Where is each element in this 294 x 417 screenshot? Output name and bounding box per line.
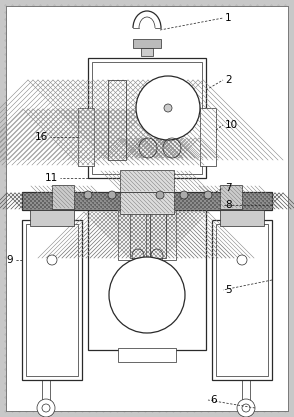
- Bar: [52, 185, 74, 209]
- Bar: [92, 62, 202, 174]
- Bar: [23, 193, 271, 209]
- Text: 1: 1: [225, 13, 232, 23]
- Bar: [163, 138, 181, 158]
- Bar: [133, 39, 161, 48]
- Bar: [150, 212, 166, 258]
- Bar: [120, 170, 174, 192]
- Bar: [141, 48, 153, 56]
- Circle shape: [164, 104, 172, 112]
- Bar: [150, 212, 166, 258]
- Bar: [88, 210, 206, 350]
- Text: 10: 10: [225, 120, 238, 130]
- Bar: [79, 109, 93, 165]
- Circle shape: [84, 191, 92, 199]
- Bar: [23, 193, 271, 209]
- Text: 9: 9: [6, 255, 13, 265]
- Circle shape: [37, 399, 55, 417]
- Text: 16: 16: [35, 132, 48, 142]
- Bar: [120, 192, 174, 214]
- Circle shape: [108, 191, 116, 199]
- Circle shape: [156, 191, 164, 199]
- Bar: [200, 108, 216, 166]
- Bar: [88, 58, 206, 178]
- Bar: [30, 210, 74, 226]
- Bar: [216, 224, 268, 376]
- Bar: [139, 138, 157, 158]
- Bar: [22, 220, 82, 380]
- Bar: [130, 212, 146, 258]
- Bar: [130, 212, 146, 258]
- Text: 6: 6: [210, 395, 217, 405]
- Bar: [121, 193, 173, 213]
- Text: 7: 7: [225, 183, 232, 193]
- Bar: [108, 80, 126, 160]
- Circle shape: [237, 399, 255, 417]
- Bar: [22, 192, 272, 210]
- Bar: [118, 348, 176, 362]
- Circle shape: [42, 404, 50, 412]
- Circle shape: [136, 76, 200, 140]
- Text: 2: 2: [225, 75, 232, 85]
- Bar: [108, 80, 126, 160]
- Text: 5: 5: [225, 285, 232, 295]
- Bar: [78, 108, 94, 166]
- Bar: [108, 80, 126, 160]
- Bar: [26, 224, 78, 376]
- Circle shape: [109, 257, 185, 333]
- Circle shape: [180, 191, 188, 199]
- Circle shape: [47, 255, 57, 265]
- Bar: [121, 171, 173, 191]
- Bar: [130, 212, 146, 258]
- Bar: [220, 185, 242, 209]
- Bar: [221, 186, 241, 208]
- Bar: [118, 210, 176, 260]
- Bar: [220, 210, 264, 226]
- Bar: [150, 212, 166, 258]
- Circle shape: [204, 191, 212, 199]
- Circle shape: [237, 255, 247, 265]
- Bar: [139, 138, 157, 158]
- Bar: [212, 220, 272, 380]
- Text: 8: 8: [225, 200, 232, 210]
- Bar: [53, 186, 73, 208]
- Text: 11: 11: [45, 173, 58, 183]
- Circle shape: [242, 404, 250, 412]
- Bar: [79, 109, 93, 165]
- Bar: [163, 138, 181, 158]
